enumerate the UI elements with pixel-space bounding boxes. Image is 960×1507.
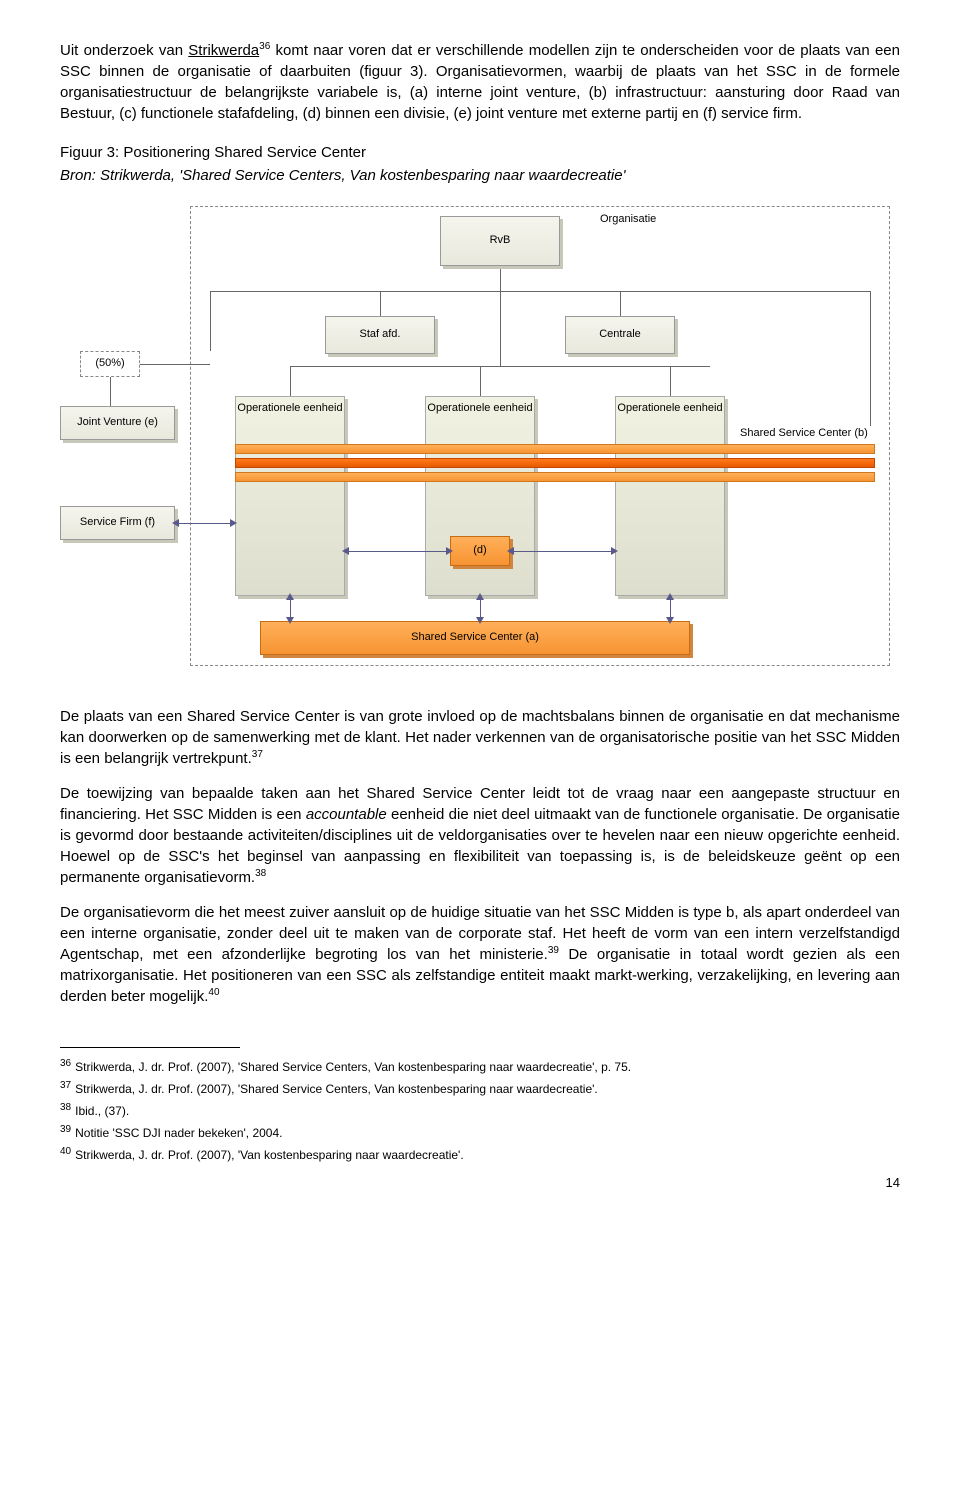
connector <box>178 523 232 524</box>
footnote-ref-40: 40 <box>208 987 219 998</box>
ssc-b-label: Shared Service Center (b) <box>740 426 868 441</box>
p2-text: De plaats van een Shared Service Center … <box>60 708 900 767</box>
connector <box>870 291 871 426</box>
connector <box>290 366 710 367</box>
p1-text-a: Uit onderzoek van <box>60 42 188 59</box>
op-col-3: Operationele eenheid <box>615 396 725 596</box>
arrow-down-icon <box>666 617 674 624</box>
paragraph-2: De plaats van een Shared Service Center … <box>60 706 900 769</box>
org-diagram: Organisatie RvB Staf afd. Centrale (50%)… <box>60 196 910 686</box>
org-label: Organisatie <box>600 212 656 227</box>
fifty-pct-label: (50%) <box>95 356 124 371</box>
ssc-b-bar-2 <box>235 458 875 468</box>
footnote-38: 38 Ibid., (37). <box>60 1100 900 1120</box>
paragraph-4: De organisatievorm die het meest zuiver … <box>60 902 900 1007</box>
arrow-left-icon <box>342 547 349 555</box>
staf-node: Staf afd. <box>325 316 435 354</box>
op3-label: Operationele eenheid <box>616 401 724 416</box>
connector <box>670 366 671 396</box>
fn-num: 40 <box>60 1146 71 1157</box>
centrale-label: Centrale <box>599 327 641 342</box>
figure-source: Bron: Strikwerda, 'Shared Service Center… <box>60 165 900 186</box>
paragraph-1: Uit onderzoek van Strikwerda36 komt naar… <box>60 40 900 124</box>
fn-text: Ibid., (37). <box>75 1104 129 1118</box>
connector <box>290 366 291 396</box>
connector <box>480 366 481 396</box>
op-col-1: Operationele eenheid <box>235 396 345 596</box>
connector <box>620 291 621 316</box>
connector <box>380 291 381 316</box>
p1-link: Strikwerda <box>188 42 259 59</box>
arrow-right-icon <box>446 547 453 555</box>
fifty-pct-box: (50%) <box>80 351 140 377</box>
footnote-separator <box>60 1047 240 1048</box>
arrow-right-icon <box>611 547 618 555</box>
rvb-node: RvB <box>440 216 560 266</box>
footnote-37: 37 Strikwerda, J. dr. Prof. (2007), 'Shar… <box>60 1078 900 1098</box>
arrow-down-icon <box>476 617 484 624</box>
rvb-label: RvB <box>490 233 511 248</box>
connector <box>500 291 501 366</box>
ssc-a-label: Shared Service Center (a) <box>411 630 539 645</box>
ssc-b-bar-1 <box>235 444 875 454</box>
op-col-2: Operationele eenheid <box>425 396 535 596</box>
op2-label: Operationele eenheid <box>426 401 534 416</box>
connector <box>480 599 481 619</box>
connector <box>670 599 671 619</box>
connector <box>140 364 210 365</box>
ssc-a-node: Shared Service Center (a) <box>260 621 690 655</box>
ssc-b-bar-3 <box>235 472 875 482</box>
connector <box>210 291 211 351</box>
arrow-up-icon <box>666 593 674 600</box>
connector <box>500 269 501 291</box>
d-node: (d) <box>450 536 510 566</box>
arrow-left-icon <box>172 519 179 527</box>
jv-node: Joint Venture (e) <box>60 406 175 440</box>
fn-text: Strikwerda, J. dr. Prof. (2007), 'Shared… <box>75 1082 598 1096</box>
footnote-ref-36: 36 <box>259 41 270 52</box>
arrow-down-icon <box>286 617 294 624</box>
page-number: 14 <box>60 1174 900 1192</box>
op1-label: Operationele eenheid <box>236 401 344 416</box>
fn-num: 38 <box>60 1102 71 1113</box>
arrow-up-icon <box>286 593 294 600</box>
fn-num: 36 <box>60 1058 71 1069</box>
p3-italic: accountable <box>306 806 387 823</box>
fn-num: 37 <box>60 1080 71 1091</box>
connector <box>290 599 291 619</box>
paragraph-3: De toewijzing van bepaalde taken aan het… <box>60 783 900 888</box>
footnote-39: 39 Notitie 'SSC DJI nader bekeken', 2004. <box>60 1122 900 1142</box>
footnote-ref-39: 39 <box>548 945 559 956</box>
centrale-node: Centrale <box>565 316 675 354</box>
staf-label: Staf afd. <box>360 327 401 342</box>
connector <box>110 377 111 407</box>
d-label: (d) <box>473 543 486 558</box>
connector <box>210 291 870 292</box>
figure-title: Figuur 3: Positionering Shared Service C… <box>60 142 900 163</box>
footnotes: 36 Strikwerda, J. dr. Prof. (2007), 'Shar… <box>60 1056 900 1164</box>
connector <box>513 551 613 552</box>
arrow-left-icon <box>507 547 514 555</box>
fn-text: Strikwerda, J. dr. Prof. (2007), 'Shared… <box>75 1060 631 1074</box>
fn-num: 39 <box>60 1124 71 1135</box>
connector <box>348 551 448 552</box>
fn-text: Notitie 'SSC DJI nader bekeken', 2004. <box>75 1126 282 1140</box>
footnote-40: 40 Strikwerda, J. dr. Prof. (2007), 'Van … <box>60 1144 900 1164</box>
jv-label: Joint Venture (e) <box>77 415 158 430</box>
sf-label: Service Firm (f) <box>80 515 155 530</box>
arrow-up-icon <box>476 593 484 600</box>
sf-node: Service Firm (f) <box>60 506 175 540</box>
arrow-right-icon <box>230 519 237 527</box>
footnote-36: 36 Strikwerda, J. dr. Prof. (2007), 'Shar… <box>60 1056 900 1076</box>
footnote-ref-38: 38 <box>255 868 266 879</box>
fn-text: Strikwerda, J. dr. Prof. (2007), 'Van ko… <box>75 1148 464 1162</box>
footnote-ref-37: 37 <box>252 749 263 760</box>
